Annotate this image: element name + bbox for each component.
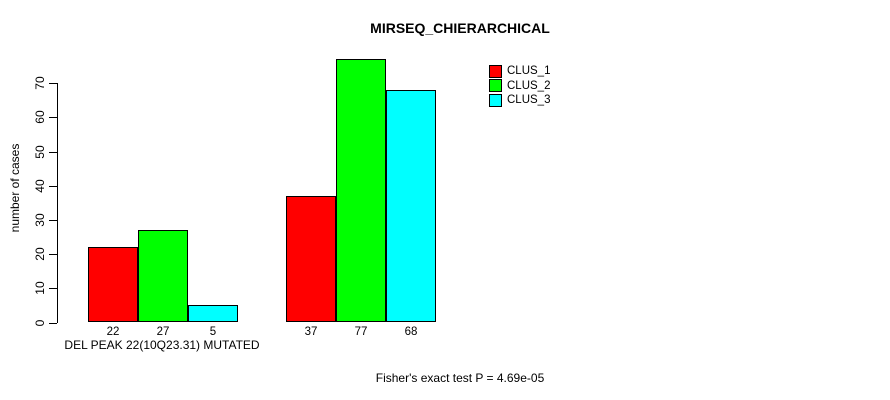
- legend-swatch-icon: [489, 93, 502, 107]
- bar-value-label: 27: [156, 326, 170, 338]
- y-axis-tick: [49, 83, 57, 85]
- y-axis-line: [57, 83, 58, 324]
- legend-item-clus_3: CLUS_3: [489, 93, 550, 108]
- bar-value-label: 68: [404, 326, 418, 338]
- chart-title: MIRSEQ_CHIERARCHICAL: [370, 20, 550, 36]
- y-axis-tick-label: 0: [33, 319, 47, 326]
- legend-label: CLUS_2: [507, 79, 551, 92]
- legend-label: CLUS_3: [507, 94, 551, 107]
- legend-label: CLUS_1: [507, 65, 551, 78]
- legend-swatch-icon: [489, 79, 502, 93]
- bar-clus_2-group2: [336, 59, 386, 323]
- y-axis-tick-label: 20: [33, 247, 47, 261]
- legend-item-clus_2: CLUS_2: [489, 79, 550, 94]
- y-axis-tick-label: 10: [33, 281, 47, 295]
- bar-clus_1-group2: [286, 195, 336, 323]
- y-axis-tick-label: 70: [33, 76, 47, 90]
- y-axis-tick-label: 60: [33, 110, 47, 124]
- bar-clus_3-group2: [386, 89, 436, 323]
- bar-value-label: 77: [354, 326, 368, 338]
- y-axis-tick: [49, 254, 57, 256]
- legend: CLUS_1 CLUS_2 CLUS_3: [489, 64, 550, 108]
- y-axis-tick: [49, 117, 57, 119]
- y-axis-tick: [49, 219, 57, 221]
- y-axis-tick: [49, 185, 57, 187]
- legend-item-clus_1: CLUS_1: [489, 64, 550, 79]
- y-axis-tick-label: 30: [33, 213, 47, 227]
- y-axis-title: number of cases: [8, 143, 22, 233]
- bar-value-label: 37: [304, 326, 318, 338]
- y-axis-tick-label: 40: [33, 179, 47, 193]
- bar-value-label: 22: [106, 326, 120, 338]
- y-axis-tick-label: 50: [33, 144, 47, 159]
- legend-swatch-icon: [489, 64, 502, 78]
- y-axis-tick: [49, 322, 57, 324]
- y-axis-tick: [49, 151, 57, 153]
- annotation-text: Fisher's exact test P = 4.69e-05: [375, 371, 545, 385]
- bar-clus_3-group1: [188, 305, 238, 323]
- bar-clus_1-group1: [88, 247, 138, 323]
- bar-value-label: 5: [209, 326, 217, 338]
- x-axis-category-label: DEL PEAK 22(10Q23.31) MUTATED: [64, 338, 260, 352]
- y-axis-tick: [49, 288, 57, 290]
- bar-clus_2-group1: [138, 230, 188, 323]
